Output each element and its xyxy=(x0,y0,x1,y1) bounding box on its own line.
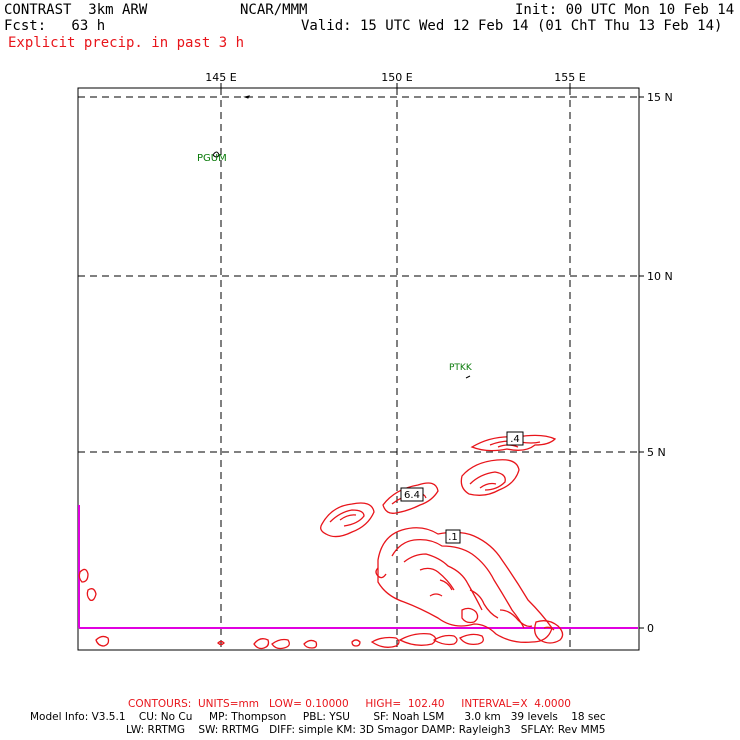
model-title: CONTRAST 3km ARW xyxy=(4,2,148,18)
contour-label-64: 6.4 xyxy=(404,490,420,501)
lat-label-15n: 15 N xyxy=(647,91,673,104)
contour-label-04: .4 xyxy=(510,434,520,445)
contour-info: CONTOURS: UNITS=mm LOW= 0.10000 HIGH= 10… xyxy=(128,698,571,710)
model-info-line-1: Model Info: V3.5.1 CU: No Cu MP: Thompso… xyxy=(30,711,606,723)
model-info-line-2: LW: RRTMG SW: RRTMG DIFF: simple KM: 3D … xyxy=(126,724,606,736)
contour-label-01: .1 xyxy=(448,532,458,543)
map-frame xyxy=(77,87,640,651)
graticule xyxy=(78,88,639,650)
station-pgum: PGUM xyxy=(197,153,227,164)
institution-label: NCAR/MMM xyxy=(240,2,308,18)
lat-label-5n: 5 N xyxy=(647,446,666,459)
valid-time: Valid: 15 UTC Wed 12 Feb 14 (01 ChT Thu … xyxy=(301,18,723,34)
station-ptkk: PTKK xyxy=(449,363,473,373)
init-time: Init: 00 UTC Mon 10 Feb 14 xyxy=(515,2,735,18)
lon-label-150e: 150 E xyxy=(381,71,412,84)
contour-labels: .4 6.4 .1 xyxy=(400,431,524,544)
precip-contours xyxy=(78,434,564,650)
tick-marks xyxy=(220,83,644,629)
domain-boundary xyxy=(78,505,638,629)
lat-label-equator: 0 xyxy=(647,622,654,635)
coastlines xyxy=(212,95,522,433)
lon-label-145e: 145 E xyxy=(205,71,236,84)
forecast-hour: Fcst: 63 h xyxy=(4,18,106,34)
field-description: Explicit precip. in past 3 h xyxy=(8,35,245,51)
lat-label-10n: 10 N xyxy=(647,270,673,283)
lon-label-155e: 155 E xyxy=(554,71,585,84)
